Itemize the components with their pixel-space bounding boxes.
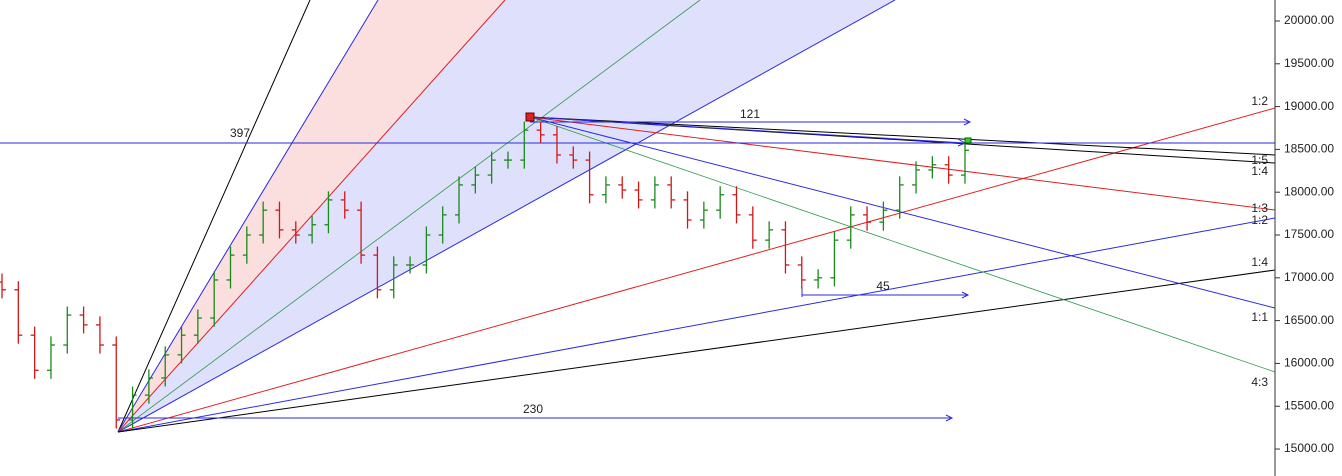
fan-line bbox=[529, 116, 1275, 156]
y-tick-label: 15000.00 bbox=[1284, 441, 1334, 455]
annotation: 1:2 bbox=[1251, 213, 1268, 227]
bars bbox=[0, 121, 969, 429]
y-tick-label: 15500.00 bbox=[1284, 398, 1334, 412]
annotation: 397 bbox=[230, 126, 250, 140]
y-tick-label: 17000.00 bbox=[1284, 270, 1334, 284]
annotation: 1:4 bbox=[1251, 164, 1268, 178]
annotation: 4:3 bbox=[1251, 375, 1268, 389]
y-tick-label: 16000.00 bbox=[1284, 356, 1334, 370]
fan-line bbox=[529, 116, 1275, 309]
fan-line bbox=[117, 0, 701, 433]
y-tick-label: 18500.00 bbox=[1284, 142, 1334, 156]
annotation: 230 bbox=[523, 402, 543, 416]
fan-line bbox=[529, 116, 1275, 373]
annotation: 45 bbox=[876, 279, 890, 293]
y-tick-label: 16500.00 bbox=[1284, 313, 1334, 327]
annotation: 121 bbox=[740, 107, 760, 121]
fan-line bbox=[117, 0, 311, 433]
annotation: 1:3 bbox=[1251, 201, 1268, 215]
annotation: 1:2 bbox=[1251, 94, 1268, 108]
anchor-handle bbox=[525, 112, 535, 122]
fan-line bbox=[529, 116, 1275, 211]
annotation: 1:5 bbox=[1251, 153, 1268, 167]
fan-line bbox=[117, 0, 896, 433]
annotation: 1:1 bbox=[1251, 310, 1268, 324]
fan-line bbox=[117, 269, 1275, 433]
y-tick-label: 20000.00 bbox=[1284, 13, 1334, 27]
fan-line bbox=[117, 0, 506, 433]
y-tick-label: 19000.00 bbox=[1284, 99, 1334, 113]
fan-line bbox=[117, 217, 1275, 433]
annotation: 1:4 bbox=[1251, 255, 1268, 269]
y-tick-label: 18000.00 bbox=[1284, 184, 1334, 198]
fan-line bbox=[117, 0, 379, 433]
drawings bbox=[0, 0, 1275, 433]
y-tick-label: 17500.00 bbox=[1284, 227, 1334, 241]
arrows bbox=[118, 116, 972, 422]
anchor-handle bbox=[964, 137, 972, 144]
fan-line bbox=[117, 107, 1275, 433]
y-tick-label: 19500.00 bbox=[1284, 56, 1334, 70]
